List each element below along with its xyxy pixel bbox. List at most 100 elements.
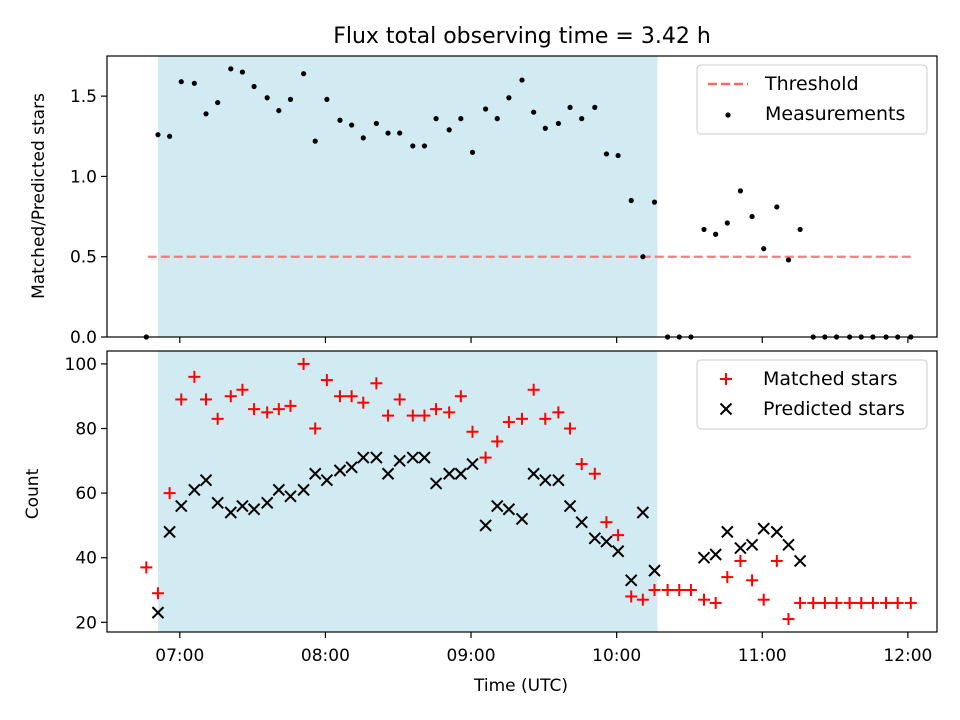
legend-measurements-label: Measurements [765,103,905,125]
measurement-point [373,120,379,127]
cross-stroke [199,473,213,487]
matched-star-point [345,390,358,403]
bottom-xlabel: Time (UTC) [473,676,568,696]
cross-stroke [709,548,722,561]
matched-star-point [673,584,686,597]
measurement-point [239,69,246,75]
bottom-ylabel: Count [23,468,43,519]
predicted-star-point [309,467,322,480]
predicted-star-point [151,606,165,619]
y-tick-label: 60 [75,484,97,504]
measurement-point [155,132,161,138]
measurement-point [785,257,792,263]
matched-star-point [479,451,492,464]
cross-stroke [333,464,347,477]
y-tick-label: 40 [75,549,97,569]
matched-star-point [211,412,224,425]
predicted-star-point [527,467,540,480]
predicted-star-point [757,522,770,535]
matched-star-point [891,596,904,609]
predicted-star-point [199,473,213,487]
cross-stroke [466,457,479,471]
measurement-point [603,151,610,157]
cross-stroke [697,551,711,564]
measurement-point [312,138,318,144]
predicted-star-point [625,574,638,587]
matched-star-point [188,370,201,383]
y-tick-label: 1.5 [70,87,97,107]
y-tick-label: 100 [65,355,97,375]
matched-star-point [224,390,237,403]
cross-stroke [552,473,565,487]
predicted-star-point [697,551,711,564]
predicted-star-point [563,499,577,513]
legend-predicted-swatch [719,402,733,416]
matched-star-point [382,409,395,422]
matched-star-point [830,596,843,609]
matched-star-point [843,596,856,609]
measurement-point [749,213,755,220]
x-tick-label: 12:00 [883,646,932,666]
y-tick-label: 80 [75,420,97,440]
cross-stroke [745,538,759,552]
matched-star-point [284,399,297,412]
matched-star-point [818,596,831,609]
measurement-point [519,77,525,83]
predicted-star-point [539,473,552,487]
cross-stroke [393,454,406,468]
matched-star-point [794,596,807,609]
measurement-point [324,96,330,102]
measurement-point [337,117,343,123]
matched-star-point [466,425,479,438]
matched-star-point [175,393,188,406]
predicted-star-point [357,451,370,464]
bottom-legend-box [696,359,928,430]
cross-stroke [636,506,650,519]
predicted-star-point [260,496,274,510]
measurement-point [191,80,197,86]
top-axes-frame [106,55,938,338]
measurement-point [410,143,416,149]
cross-stroke [782,538,795,552]
matched-star-point [200,393,213,406]
measurement-point [446,127,452,133]
cross-stroke [588,532,602,545]
predicted-star-point [381,467,395,480]
top-ylabel: Matched/Predicted stars [29,93,49,299]
matched-star-point [552,406,565,419]
predicted-star-point [466,457,479,471]
y-tick-label: 0.5 [70,248,97,268]
predicted-star-point [442,467,456,480]
measurement-point [797,226,803,233]
predicted-star-point [575,515,588,529]
matched-star-point [151,587,164,600]
matched-star-point [636,593,649,606]
measurement-point [494,116,500,122]
matched-star-point [297,357,310,370]
measurement-point [640,254,646,260]
measurement-point [203,111,209,117]
cross-stroke [272,483,286,497]
legend-matched-label: Matched stars [763,368,897,390]
measurement-point [531,109,537,115]
measurement-point [469,149,476,155]
cross-stroke [515,512,529,526]
matched-star-point [770,554,783,567]
matched-star-point [564,422,577,435]
predicted-star-point [491,499,504,513]
matched-star-point [443,406,456,419]
measurement-point [482,106,489,112]
measurement-point [287,96,294,102]
matched-star-point [807,596,820,609]
matched-star-point [502,416,515,429]
bottom-axes-frame [106,350,938,633]
matched-star-point [757,593,770,606]
matched-star-point [140,561,153,574]
matched-star-point [612,529,625,542]
cross-stroke [297,483,310,497]
cross-stroke [418,451,431,464]
matched-star-point [406,409,419,422]
predicted-star-point [370,451,383,464]
measurement-point [421,143,428,149]
